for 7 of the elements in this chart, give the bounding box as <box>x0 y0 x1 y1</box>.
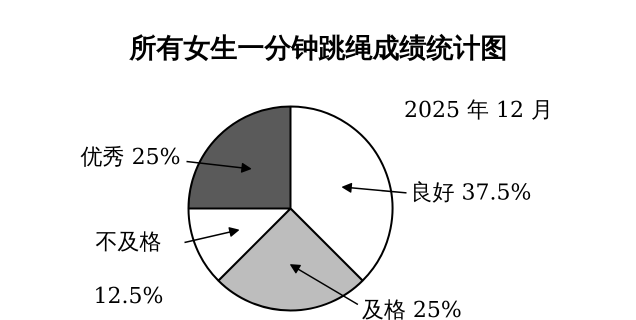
chart-subtitle: 2025 年 12 月 <box>404 98 553 123</box>
slice-label: 良好 37.5% <box>410 180 532 206</box>
chart-title: 所有女生一分钟跳绳成绩统计图 <box>128 33 508 64</box>
slice-label: 优秀 25% <box>80 145 181 170</box>
slice-label: 及格 25% <box>362 298 462 320</box>
data-label: 12.5% <box>94 284 164 309</box>
slice-label: 不及格 <box>96 230 162 255</box>
